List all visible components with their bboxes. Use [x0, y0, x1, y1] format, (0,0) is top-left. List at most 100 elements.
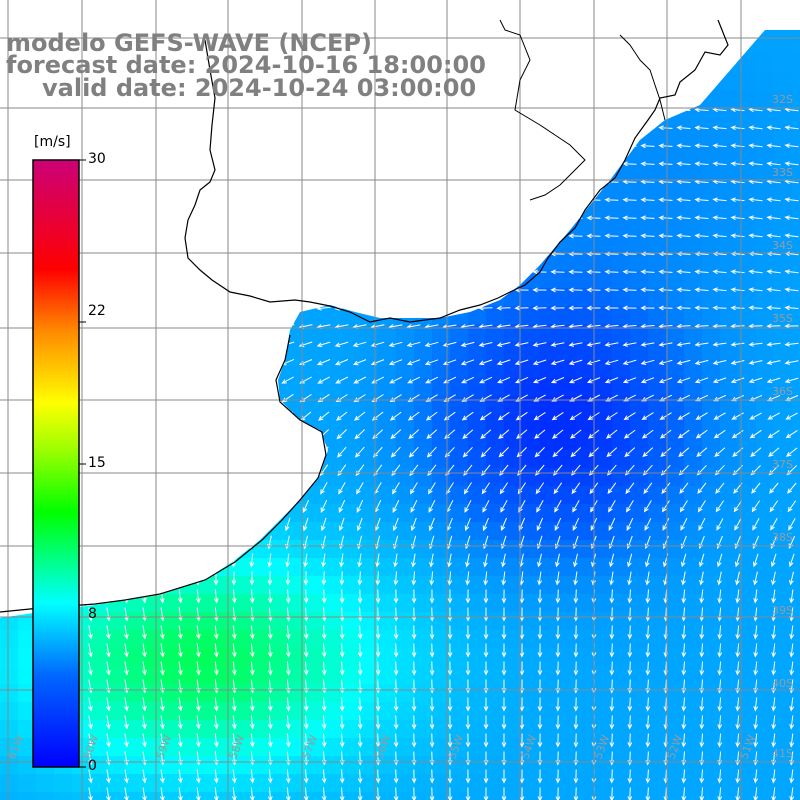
- speed-cell: [468, 612, 487, 631]
- speed-cell: [198, 612, 217, 631]
- valid-date: valid date: 2024-10-24 03:00:00: [42, 74, 477, 102]
- speed-cell: [684, 450, 703, 469]
- wind-arrow: [375, 661, 381, 676]
- wind-arrow: [519, 661, 525, 676]
- speed-cell: [558, 270, 577, 289]
- speed-cell: [414, 720, 433, 739]
- speed-cell: [324, 666, 343, 685]
- speed-cell: [288, 702, 307, 721]
- wind-arrow: [447, 733, 453, 748]
- speed-cell: [738, 792, 757, 800]
- wind-arrow: [388, 341, 403, 347]
- wind-arrow: [213, 589, 219, 604]
- speed-cell: [414, 324, 433, 343]
- wind-arrow: [787, 500, 797, 513]
- wind-arrow: [410, 517, 417, 532]
- speed-cell: [666, 558, 685, 577]
- wind-arrow: [735, 733, 741, 748]
- speed-cell: [144, 774, 163, 793]
- wind-arrow: [213, 697, 219, 712]
- wind-arrow: [249, 607, 255, 622]
- speed-cell: [360, 738, 379, 757]
- speed-cell: [342, 324, 361, 343]
- wind-arrow: [537, 571, 543, 586]
- wind-arrow: [714, 447, 726, 457]
- speed-cell: [108, 720, 127, 739]
- wind-arrow: [195, 589, 201, 604]
- speed-cell: [576, 576, 595, 595]
- wind-arrow: [334, 341, 349, 348]
- speed-cell: [792, 378, 800, 397]
- speed-cell: [342, 774, 361, 793]
- speed-cell: [792, 612, 800, 631]
- wind-arrow: [771, 697, 777, 712]
- wind-arrow: [770, 518, 778, 531]
- speed-cell: [468, 594, 487, 613]
- speed-cell: [648, 540, 667, 559]
- speed-cell: [702, 144, 721, 163]
- wind-arrow: [712, 233, 727, 239]
- speed-cell: [450, 558, 469, 577]
- speed-cell: [720, 90, 739, 109]
- wind-arrow: [676, 305, 691, 311]
- wind-arrow: [555, 607, 561, 622]
- speed-cell: [522, 648, 541, 667]
- wind-arrow: [429, 625, 435, 640]
- wind-arrow: [604, 359, 619, 366]
- speed-cell: [522, 576, 541, 595]
- speed-cell: [666, 234, 685, 253]
- speed-cell: [738, 324, 757, 343]
- speed-cell: [522, 684, 541, 703]
- wind-arrow: [681, 787, 687, 800]
- speed-cell: [648, 558, 667, 577]
- speed-cell: [486, 522, 505, 541]
- wind-arrow: [429, 643, 435, 658]
- speed-cell: [198, 702, 217, 721]
- speed-cell: [648, 198, 667, 217]
- wind-arrow: [480, 429, 492, 439]
- speed-cell: [432, 684, 451, 703]
- wind-arrow: [604, 305, 619, 311]
- wind-arrow: [443, 411, 456, 421]
- wind-arrow: [213, 787, 219, 800]
- wind-arrow: [753, 625, 759, 640]
- wind-arrow: [627, 733, 633, 748]
- speed-cell: [0, 738, 19, 757]
- speed-cell: [486, 342, 505, 361]
- speed-cell: [594, 234, 613, 253]
- wind-arrow: [573, 589, 579, 604]
- wind-arrow: [177, 589, 183, 604]
- wind-arrow: [285, 715, 291, 730]
- wind-arrow: [479, 411, 492, 421]
- speed-cell: [756, 738, 775, 757]
- speed-cell: [594, 324, 613, 343]
- wind-arrow: [699, 661, 705, 676]
- wind-arrow: [141, 661, 147, 676]
- wind-arrow: [753, 589, 759, 604]
- wind-arrow: [321, 589, 327, 604]
- speed-cell: [792, 54, 800, 73]
- wind-arrow: [123, 643, 129, 658]
- speed-cell: [612, 540, 631, 559]
- speed-cell: [684, 666, 703, 685]
- speed-cell: [594, 594, 613, 613]
- wind-arrow: [320, 499, 328, 513]
- speed-cell: [720, 144, 739, 163]
- speed-cell: [486, 612, 505, 631]
- wind-arrow: [321, 769, 327, 784]
- speed-cell: [720, 756, 739, 775]
- wind-arrow: [715, 482, 725, 495]
- wind-arrow: [748, 341, 763, 347]
- speed-cell: [612, 234, 631, 253]
- speed-cell: [612, 720, 631, 739]
- wind-arrow: [767, 412, 780, 420]
- wind-arrow: [285, 733, 291, 748]
- speed-cell: [774, 342, 793, 361]
- speed-cell: [396, 342, 415, 361]
- wind-arrow: [141, 697, 147, 712]
- wind-arrow: [784, 305, 799, 311]
- speed-cell: [612, 612, 631, 631]
- speed-cell: [468, 774, 487, 793]
- speed-cell: [324, 468, 343, 487]
- speed-cell: [792, 666, 800, 685]
